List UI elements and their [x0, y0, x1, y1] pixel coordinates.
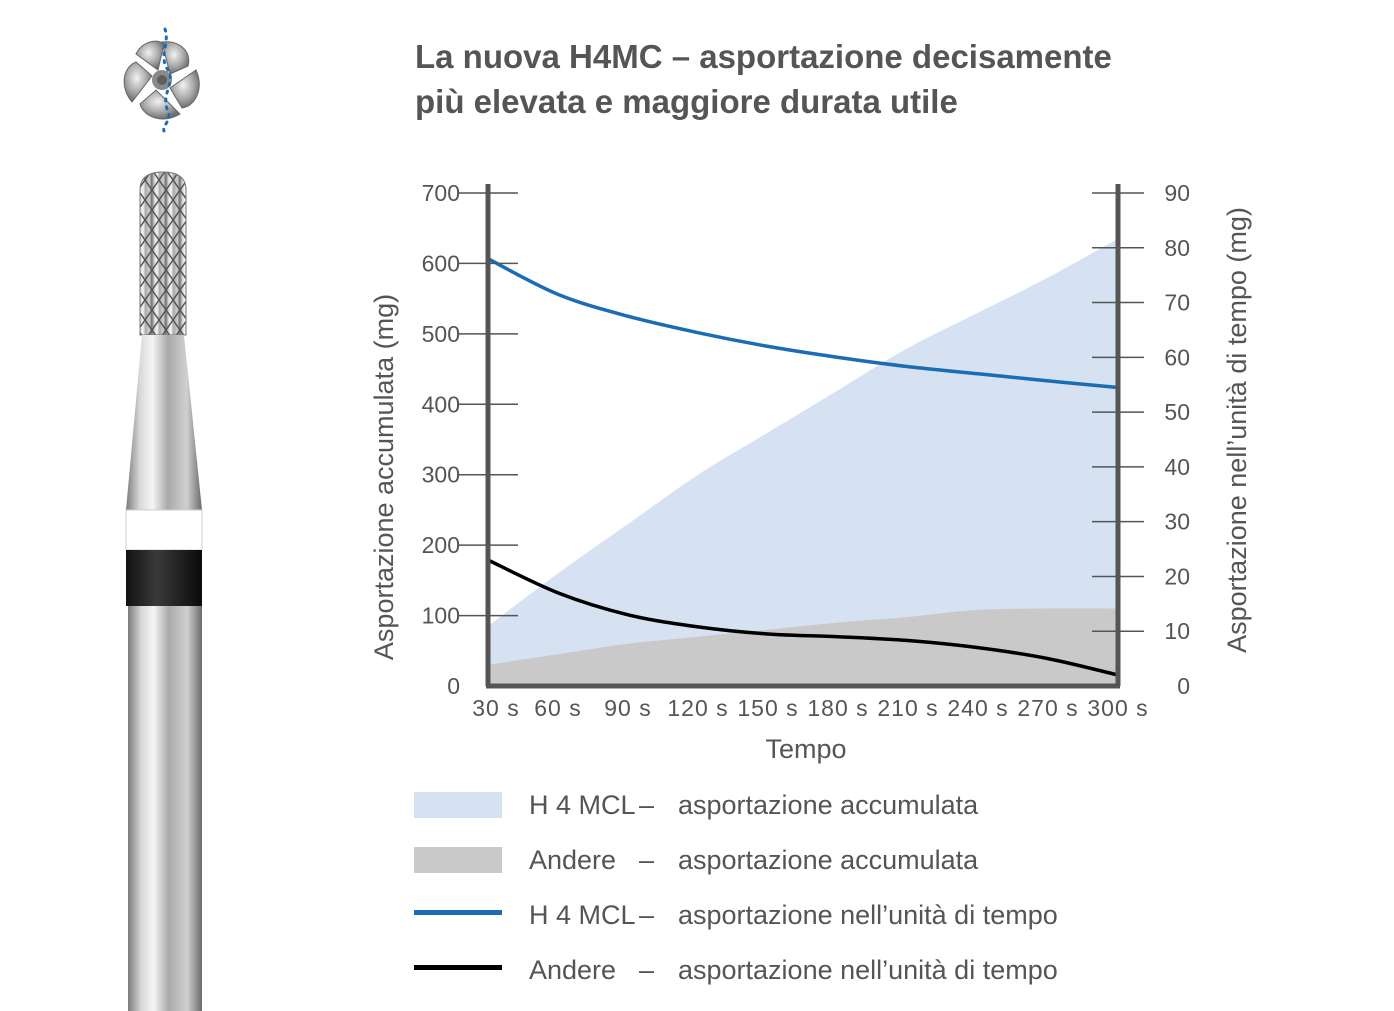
x-tick-label: 300 s	[1087, 695, 1148, 721]
y-right-tick-label: 70	[1164, 290, 1190, 316]
y-left-tick-label: 0	[447, 673, 460, 699]
y-left-tick-label: 700	[422, 180, 460, 206]
legend-description: asportazione accumulata	[678, 845, 979, 875]
y-right-tick-label: 60	[1164, 344, 1190, 370]
legend-item-h4mcl-per-time: H 4 MCL – asportazione nell’unità di tem…	[414, 890, 1174, 930]
legend-swatch-h4mcl-area	[414, 792, 502, 818]
bur-side-view-image	[125, 171, 203, 1011]
legend-description: asportazione nell’unità di tempo	[678, 955, 1058, 985]
bur-top-view-image	[123, 27, 200, 133]
legend-separator: –	[639, 845, 655, 875]
x-tick-label: 210 s	[877, 695, 938, 721]
legend-name: Andere	[529, 845, 617, 875]
legend-swatch-andere-line	[414, 965, 502, 970]
chart-ticks: 0 100 200 300 400 500 600 700 0 10 20 30 40 50 60 70 80 9…	[422, 180, 1190, 721]
x-tick-label: 120 s	[667, 695, 728, 721]
legend-separator: –	[639, 900, 655, 930]
legend-swatch-andere-area	[414, 847, 502, 873]
series-h4mcl-per-time-line	[486, 256, 1120, 390]
y-right-tick-label: 10	[1164, 618, 1190, 644]
legend-item-andere-accumulated: Andere – asportazione accumulata	[414, 835, 1174, 875]
y-left-tick-label: 200	[422, 532, 460, 558]
x-tick-label: 150 s	[737, 695, 798, 721]
y-right-tick-label: 50	[1164, 399, 1190, 425]
chart-title-line-2: più elevata e maggiore durata utile	[415, 83, 958, 120]
x-tick-label: 180 s	[807, 695, 868, 721]
x-tick-label: 30 s	[472, 695, 519, 721]
legend-description: asportazione accumulata	[678, 790, 979, 820]
legend-separator: –	[639, 955, 655, 985]
y-axis-right-title: Asportazione nell’unità di tempo (mg)	[1222, 207, 1252, 653]
x-axis-title: Tempo	[765, 734, 846, 764]
y-right-tick-label: 90	[1164, 180, 1190, 206]
chart: 0 100 200 300 400 500 600 700 0 10 20 30 40 50 60 70 80 9…	[369, 180, 1252, 764]
x-tick-label: 270 s	[1017, 695, 1078, 721]
legend-swatch-h4mcl-line	[414, 910, 502, 915]
x-tick-label: 90 s	[604, 695, 651, 721]
series-h4mcl-accumulated-area	[488, 238, 1118, 686]
legend-name: Andere	[529, 955, 617, 985]
series-andere-accumulated-area	[488, 608, 1118, 686]
x-tick-label: 60 s	[534, 695, 581, 721]
legend-name: H 4 MCL	[529, 900, 636, 930]
legend-description: asportazione nell’unità di tempo	[678, 900, 1058, 930]
y-right-tick-label: 80	[1164, 235, 1190, 261]
x-tick-label: 240 s	[947, 695, 1008, 721]
y-left-tick-label: 100	[422, 603, 460, 629]
series-andere-per-time-line	[486, 558, 1120, 677]
y-right-tick-label: 40	[1164, 454, 1190, 480]
legend-item-h4mcl-accumulated: H 4 MCL – asportazione accumulata	[414, 780, 1174, 820]
chart-title: La nuova H4MC – asportazione decisamente…	[415, 34, 1315, 124]
y-axis-left-title: Asportazione accumulata (mg)	[369, 294, 399, 660]
chart-title-line-1: La nuova H4MC – asportazione decisamente	[415, 38, 1112, 75]
chart-axes	[485, 184, 1121, 689]
y-right-tick-label: 20	[1164, 563, 1190, 589]
chart-lines	[486, 256, 1120, 677]
legend-separator: –	[639, 790, 655, 820]
y-right-tick-label: 30	[1164, 509, 1190, 535]
y-left-tick-label: 300	[422, 462, 460, 488]
legend-item-andere-per-time: Andere – asportazione nell’unità di temp…	[414, 945, 1174, 985]
legend-name: H 4 MCL	[529, 790, 636, 820]
chart-areas	[488, 238, 1118, 686]
y-left-tick-label: 500	[422, 321, 460, 347]
y-left-tick-label: 600	[422, 250, 460, 276]
y-left-tick-label: 400	[422, 391, 460, 417]
y-right-tick-label: 0	[1177, 673, 1190, 699]
